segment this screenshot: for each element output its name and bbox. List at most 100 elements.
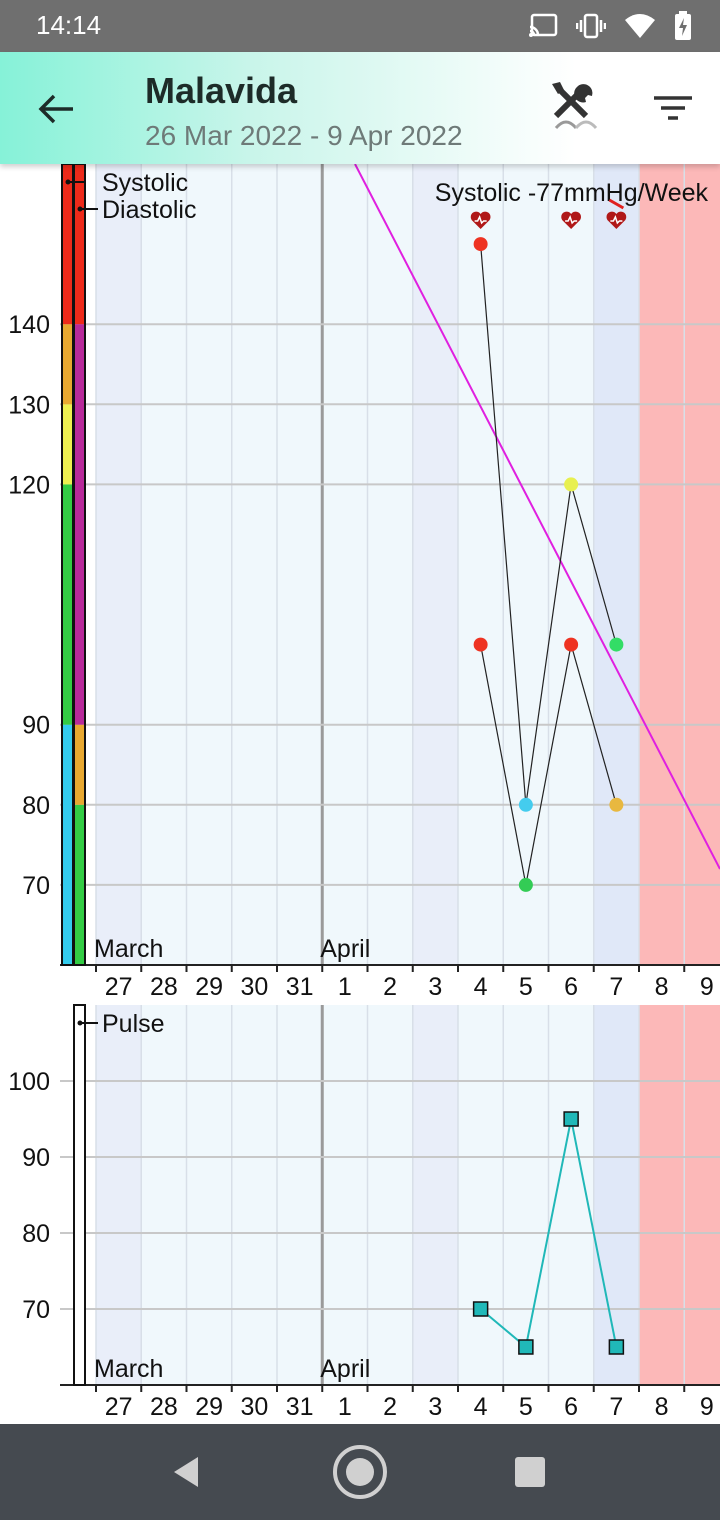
cast-icon <box>529 13 558 37</box>
systolic-series-line <box>480 244 617 805</box>
y-tick-label: 140 <box>8 311 50 339</box>
x-tick-label: 29 <box>195 1393 223 1421</box>
systolic-range-band <box>62 404 73 485</box>
y-tick-label: 100 <box>8 1068 50 1096</box>
pulse-data-point <box>518 1339 534 1355</box>
heart-pulse-line <box>610 215 623 225</box>
diastolic-series-line <box>480 644 617 886</box>
pulse-data-point <box>608 1339 625 1355</box>
x-tick-label: 9 <box>700 973 714 1001</box>
systolic-range-band <box>62 164 73 325</box>
tools-button[interactable] <box>548 80 600 136</box>
diastolic-range-band <box>74 724 85 805</box>
systolic-range-band <box>62 724 73 965</box>
systolic-range-band <box>62 484 73 725</box>
x-tick-label: 3 <box>428 1393 442 1421</box>
recents-square-icon <box>515 1457 545 1487</box>
date-range-subtitle: 26 Mar 2022 - 9 Apr 2022 <box>145 120 463 151</box>
status-time: 14:14 <box>36 10 102 40</box>
legend-label: Pulse <box>102 1010 165 1038</box>
y-tick-label: 70 <box>22 872 50 900</box>
future-band <box>639 164 720 965</box>
pulse-data-point <box>563 1111 579 1127</box>
diastolic-data-point <box>564 637 579 652</box>
x-tick-label: 28 <box>150 1393 178 1421</box>
systolic-data-point <box>609 637 624 652</box>
weekend-band <box>96 164 142 965</box>
status-icons <box>528 10 692 42</box>
x-tick-label: 4 <box>474 973 488 1001</box>
x-tick-label: 31 <box>286 1393 314 1421</box>
diastolic-data-point <box>609 797 624 812</box>
nav-home-button[interactable] <box>330 1442 390 1507</box>
x-tick-label: 28 <box>150 973 178 1001</box>
diastolic-data-point <box>473 637 488 652</box>
app-bar: Malavida 26 Mar 2022 - 9 Apr 2022 <box>0 52 720 164</box>
wifi-icon <box>625 14 655 38</box>
systolic-data-point <box>564 477 579 492</box>
nav-back-button[interactable] <box>168 1454 204 1495</box>
future-band <box>639 1005 720 1385</box>
page-title: Malavida <box>145 70 298 111</box>
x-tick-label: 31 <box>286 973 314 1001</box>
status-bar: 14:14 <box>0 0 720 52</box>
x-tick-label: 8 <box>655 1393 669 1421</box>
x-tick-label: 3 <box>428 973 442 1001</box>
systolic-data-point <box>518 797 533 812</box>
month-label: March <box>94 935 163 963</box>
back-button[interactable] <box>30 86 82 132</box>
x-tick-label: 27 <box>105 973 133 1001</box>
vibrate-icon <box>576 13 606 39</box>
x-tick-label: 2 <box>383 973 397 1001</box>
x-tick-label: 5 <box>519 973 533 1001</box>
legend-label: Diastolic <box>102 196 196 224</box>
diastolic-band-frame <box>73 164 86 966</box>
heart-pulse-line <box>474 215 487 225</box>
battery-charging-icon <box>675 11 691 40</box>
y-tick-label: 120 <box>8 471 50 499</box>
x-tick-label: 1 <box>338 973 352 1001</box>
y-tick-label: 90 <box>22 712 50 740</box>
nav-recents-button[interactable] <box>512 1454 548 1495</box>
filter-icon <box>654 96 692 120</box>
month-label: March <box>94 1355 163 1383</box>
back-triangle-icon <box>174 1457 198 1487</box>
systolic-data-point <box>473 237 488 252</box>
y-tick-label: 90 <box>22 1144 50 1172</box>
x-tick-label: 6 <box>564 973 578 1001</box>
y-tick-label: 70 <box>22 1296 50 1324</box>
month-label: April <box>320 935 370 963</box>
x-tick-label: 1 <box>338 1393 352 1421</box>
x-tick-label: 6 <box>564 1393 578 1421</box>
heart-pulse-line <box>565 215 578 225</box>
weekend-band <box>412 1005 458 1385</box>
x-tick-label: 5 <box>519 1393 533 1421</box>
x-tick-label: 7 <box>609 1393 623 1421</box>
navigation-bar <box>0 1424 720 1520</box>
systolic-trend-line <box>354 164 720 870</box>
x-tick-label: 30 <box>240 973 268 1001</box>
diastolic-range-band <box>74 324 85 725</box>
x-tick-label: 30 <box>240 1393 268 1421</box>
today-band <box>593 1005 639 1385</box>
legend-label: Systolic <box>102 169 188 197</box>
x-tick-label: 8 <box>655 973 669 1001</box>
diastolic-range-band <box>74 804 85 965</box>
trend-annotation: Systolic -77mmHg/Week <box>435 179 709 207</box>
irregular-heartbeat-mark <box>608 198 625 210</box>
back-arrow-icon <box>38 94 73 124</box>
y-tick-label: 80 <box>22 1220 50 1248</box>
y-tick-label: 80 <box>22 792 50 820</box>
x-tick-label: 7 <box>609 973 623 1001</box>
weekend-band <box>412 164 458 965</box>
month-label: April <box>320 1355 370 1383</box>
diastolic-data-point <box>518 877 533 892</box>
x-tick-label: 4 <box>474 1393 488 1421</box>
home-circle-icon <box>333 1445 387 1499</box>
filter-button[interactable] <box>648 88 698 128</box>
systolic-range-band <box>62 324 73 405</box>
x-tick-label: 27 <box>105 1393 133 1421</box>
x-tick-label: 29 <box>195 973 223 1001</box>
diastolic-range-band <box>74 164 85 325</box>
